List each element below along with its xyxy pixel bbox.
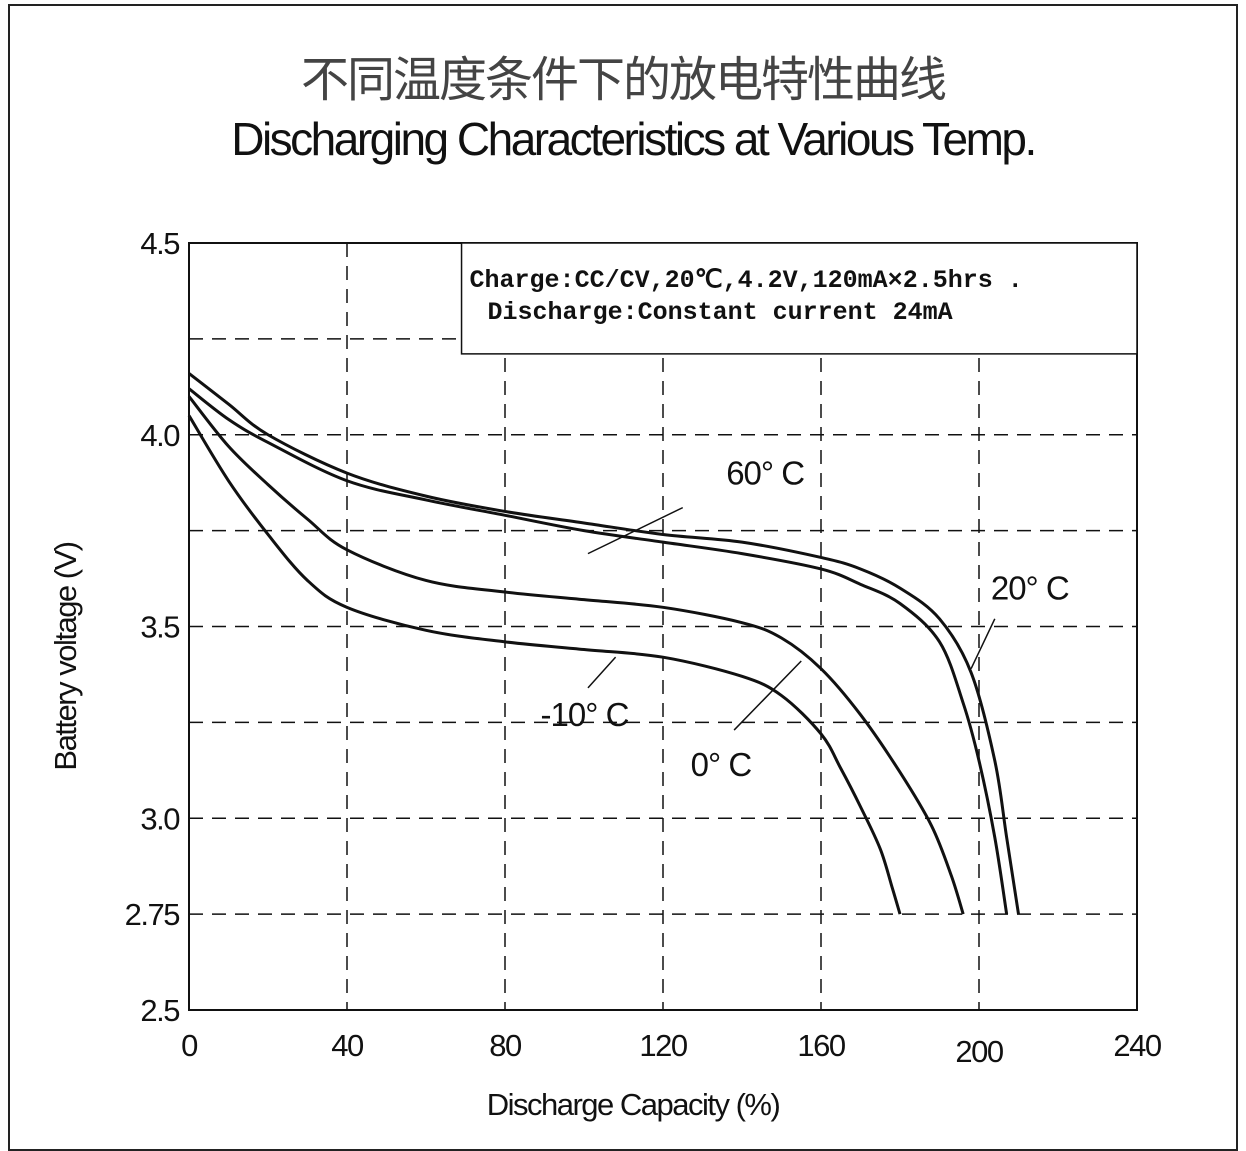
y-tick-labels: 2.5 2.75 3.0 3.5 4.0 4.5 xyxy=(125,226,182,1028)
y-axis-label: Battery voltage (V) xyxy=(48,542,83,770)
y-tick-label: 3.5 xyxy=(140,610,179,645)
series-label: 20° C xyxy=(991,570,1069,607)
series-line-60Cc xyxy=(188,387,1009,915)
condition-note-charge: Charge:CC/CV,20℃,4.2V,120mA×2.5hrs . xyxy=(470,266,1023,295)
series-line-20Cc xyxy=(188,372,1020,915)
series-labels: 60° C 20° C 0° C -10° C xyxy=(541,455,1070,783)
y-tick-label: 4.5 xyxy=(140,226,179,261)
x-tick-label: 40 xyxy=(331,1028,364,1063)
series-label-leader xyxy=(587,656,617,689)
chart-title: Discharging Characteristics at Various T… xyxy=(231,113,1037,165)
series-label: 60° C xyxy=(726,455,804,492)
chart-title-chinese: 不同温度条件下的放电特性曲线 xyxy=(300,52,947,108)
x-tick-label: 240 xyxy=(1113,1028,1161,1063)
grid-lines xyxy=(189,243,1137,1010)
x-tick-label: 160 xyxy=(797,1028,845,1063)
series-line-0Cc xyxy=(187,395,965,915)
series-label-leader xyxy=(733,660,802,731)
condition-note-box xyxy=(460,242,1138,355)
series-label-leaders xyxy=(587,506,996,731)
x-tick-label: 80 xyxy=(489,1028,522,1063)
series-label-leader xyxy=(970,618,996,670)
y-tick-label: 2.75 xyxy=(125,897,180,932)
y-tick-label: 2.5 xyxy=(140,993,179,1028)
figure-frame xyxy=(8,4,1238,1151)
y-tick-label: 3.0 xyxy=(140,801,180,836)
y-tick-label: 4.0 xyxy=(140,418,180,453)
x-tick-label: 0 xyxy=(181,1028,198,1063)
series-label-leader xyxy=(587,506,684,555)
condition-note: Charge:CC/CV,20℃,4.2V,120mA×2.5hrs . Dis… xyxy=(460,242,1138,355)
x-axis-label: Discharge Capacity (%) xyxy=(487,1087,780,1122)
series-line--10Cc xyxy=(187,414,902,915)
series-lines xyxy=(187,372,1020,915)
condition-note-discharge: Discharge:Constant current 24mA xyxy=(488,298,953,327)
series-label: -10° C xyxy=(541,696,629,733)
x-tick-labels: 0 40 80 120 160 200 240 xyxy=(181,1028,1163,1069)
series-label: 0° C xyxy=(691,746,752,783)
x-tick-label: 200 xyxy=(955,1034,1003,1069)
x-tick-label: 120 xyxy=(639,1028,687,1063)
